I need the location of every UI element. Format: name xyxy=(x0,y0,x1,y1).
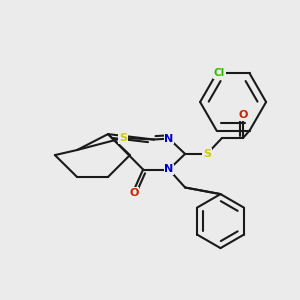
Text: S: S xyxy=(203,149,211,159)
Text: Cl: Cl xyxy=(214,68,225,78)
Text: O: O xyxy=(238,110,248,121)
Text: O: O xyxy=(129,188,139,198)
Text: N: N xyxy=(164,134,173,144)
Text: S: S xyxy=(119,133,127,143)
Text: N: N xyxy=(164,164,173,175)
